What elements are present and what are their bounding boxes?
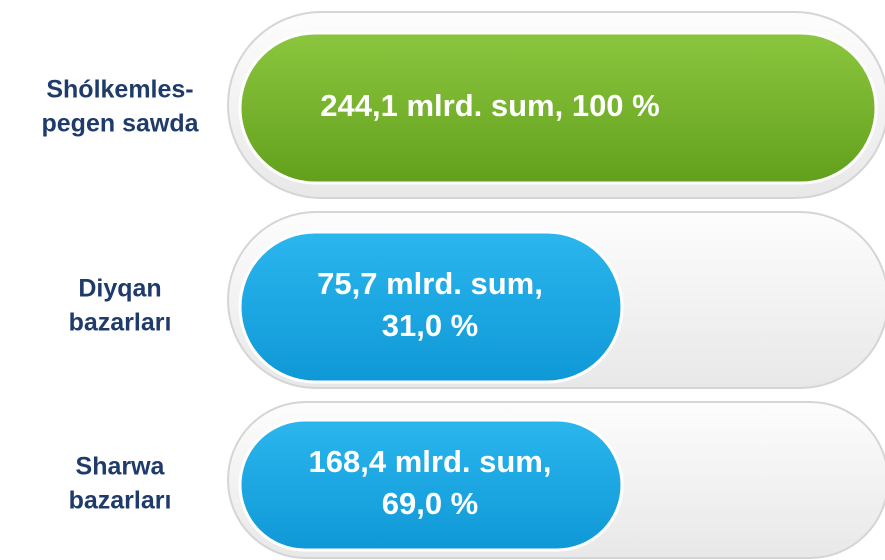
bar-text: 31,0 % xyxy=(382,308,479,343)
bar xyxy=(238,31,878,185)
bar-text: 244,1 mlrd. sum, 100 % xyxy=(320,88,659,123)
row-label: Shólkemles- xyxy=(46,76,193,104)
bar xyxy=(238,418,624,552)
row-label: pegen sawda xyxy=(42,110,200,138)
bar-text: 168,4 mlrd. sum, xyxy=(309,444,552,479)
row-label: bazarları xyxy=(69,487,172,515)
bar xyxy=(238,230,624,384)
bar-text: 69,0 % xyxy=(382,486,479,521)
row-label: bazarları xyxy=(69,309,172,337)
row-label: Sharwa xyxy=(76,453,166,481)
bar-text: 75,7 mlrd. sum, xyxy=(317,266,543,301)
row-label: Diyqan xyxy=(78,275,161,303)
